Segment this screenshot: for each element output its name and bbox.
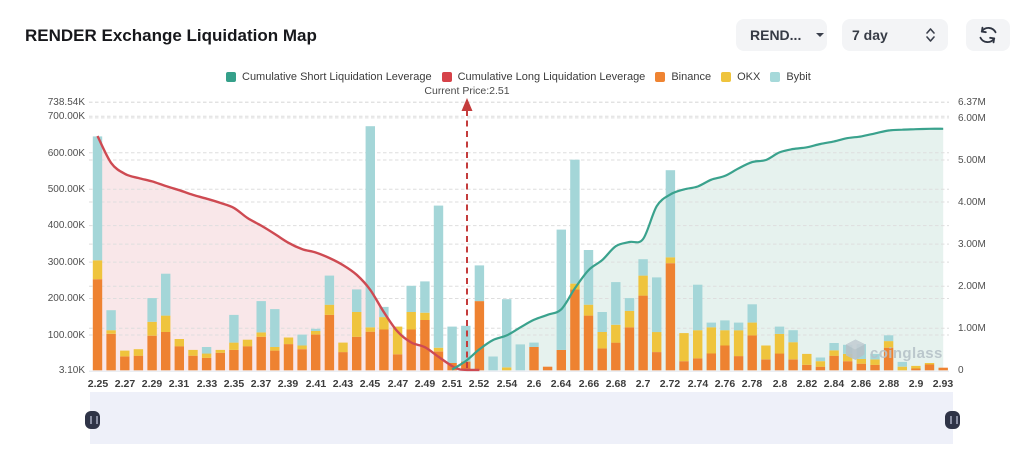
svg-text:coinglass: coinglass xyxy=(870,345,943,362)
